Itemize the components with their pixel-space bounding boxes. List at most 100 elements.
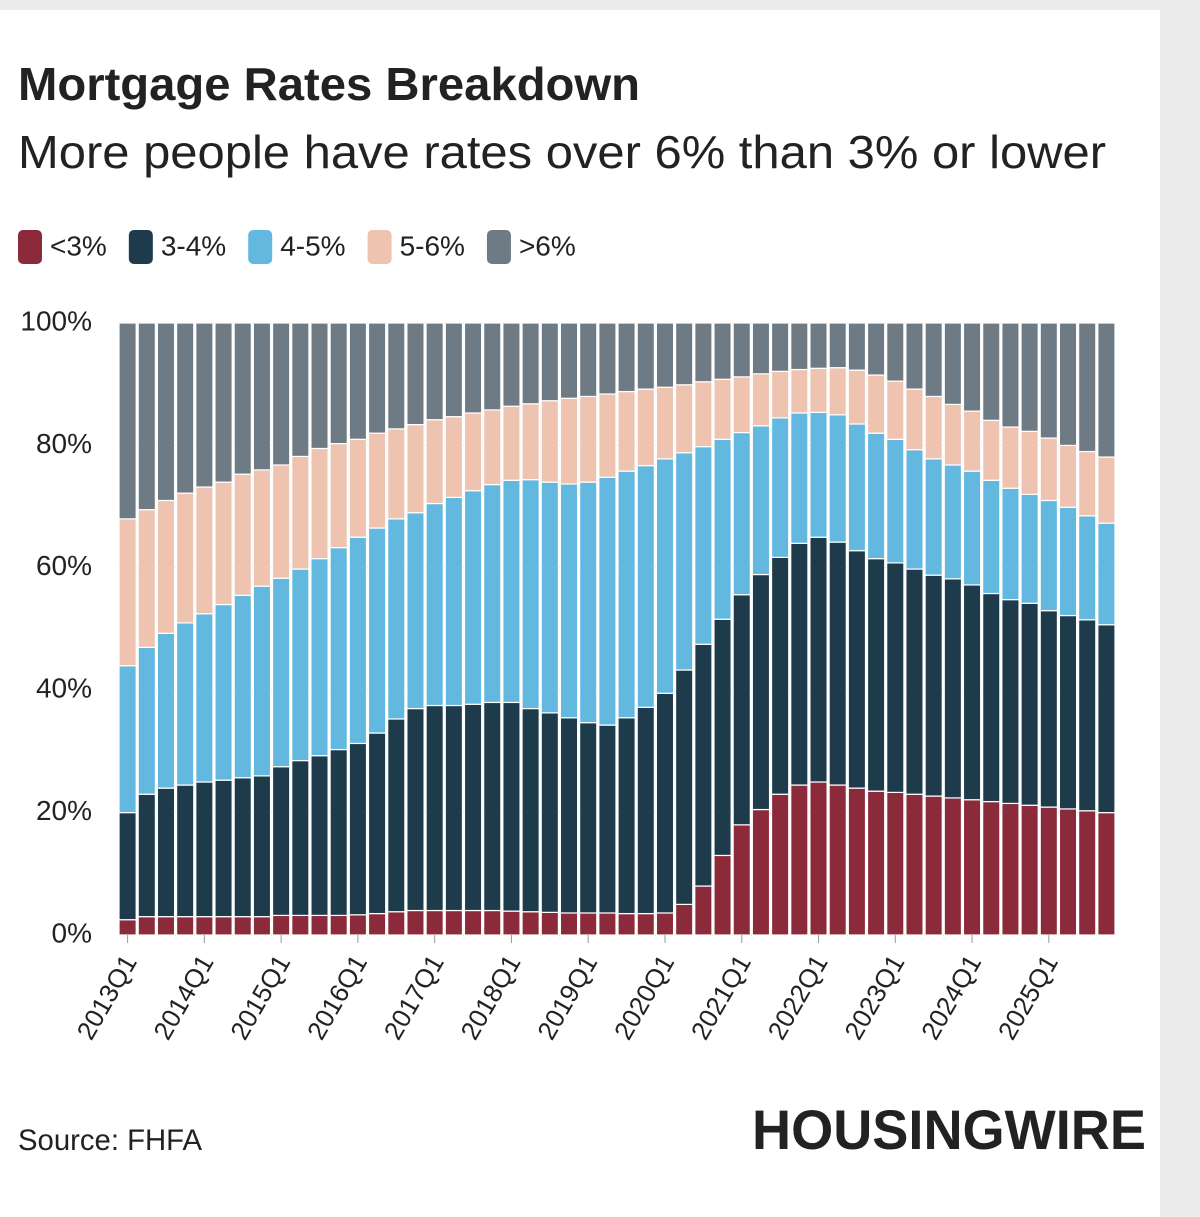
bar-segment bbox=[1097, 522, 1116, 626]
bar-segment bbox=[943, 797, 963, 936]
bar-segment bbox=[655, 912, 675, 936]
bar-segment bbox=[310, 558, 329, 757]
bar-segment bbox=[195, 613, 214, 783]
bar-segment bbox=[924, 795, 943, 936]
bar-segment bbox=[175, 916, 195, 936]
bar-segment bbox=[137, 793, 156, 918]
brand-logo: HOUSINGWIRE bbox=[752, 1098, 1146, 1161]
bar-segment bbox=[713, 378, 732, 440]
bar-segment bbox=[1058, 506, 1078, 617]
legend-swatch bbox=[128, 230, 153, 264]
bar-segment bbox=[118, 919, 137, 936]
bar-segment bbox=[674, 669, 694, 906]
bar-segment bbox=[847, 322, 867, 371]
bar-segment bbox=[502, 322, 521, 407]
bar-segment bbox=[214, 916, 233, 936]
bar-segment bbox=[483, 322, 502, 411]
bar-segment bbox=[674, 322, 694, 386]
bar-segment bbox=[291, 455, 310, 570]
bar-segment bbox=[809, 322, 828, 369]
bar-segment bbox=[713, 618, 732, 857]
bar-segment bbox=[406, 423, 425, 514]
bar-segment bbox=[118, 665, 137, 814]
bar-segment bbox=[617, 717, 636, 915]
bar-segment bbox=[444, 322, 464, 418]
bar-segment bbox=[559, 322, 579, 399]
bar-segment bbox=[387, 428, 406, 520]
bar-segment bbox=[982, 479, 1001, 595]
legend-label: 4-5% bbox=[280, 230, 345, 261]
bar-segment bbox=[886, 438, 905, 564]
bar-segment bbox=[444, 496, 464, 707]
bar-segment bbox=[463, 909, 483, 936]
bar-segment bbox=[847, 423, 867, 552]
bar-segment bbox=[694, 322, 713, 383]
bar-segment bbox=[790, 368, 809, 414]
bar-segment bbox=[617, 322, 636, 393]
bar-segment bbox=[655, 322, 675, 388]
bar-segment bbox=[962, 410, 982, 472]
bar-segment bbox=[271, 464, 291, 579]
bar-segment bbox=[866, 322, 886, 376]
bar-segment bbox=[291, 568, 310, 762]
bar-segment bbox=[655, 386, 675, 460]
bar-segment bbox=[886, 791, 905, 936]
bar-segment bbox=[252, 585, 272, 777]
bar-segment bbox=[137, 509, 156, 648]
bar-segment bbox=[463, 490, 483, 705]
bar-segment bbox=[751, 373, 771, 427]
bar-segment bbox=[367, 432, 387, 529]
bar-segment bbox=[367, 732, 387, 915]
bar-segment bbox=[1039, 610, 1059, 808]
bar-segment bbox=[751, 808, 771, 936]
y-tick-label: 40% bbox=[36, 673, 92, 704]
bar-segment bbox=[310, 447, 329, 560]
bar-segment bbox=[329, 322, 348, 445]
bar-segment bbox=[214, 322, 233, 483]
bar-segment bbox=[425, 419, 444, 505]
bar-segment bbox=[886, 380, 905, 440]
bar-segment bbox=[790, 412, 809, 544]
bar-segment bbox=[483, 701, 502, 912]
bar-segment bbox=[1020, 430, 1039, 495]
bar-segment bbox=[847, 550, 867, 789]
bar-segment bbox=[579, 722, 598, 914]
bar-segment bbox=[886, 322, 905, 382]
bar-segment bbox=[540, 400, 560, 483]
bar-segment bbox=[137, 916, 156, 936]
bar-segment bbox=[732, 376, 751, 434]
bar-segment bbox=[175, 784, 195, 918]
chart-title: Mortgage Rates Breakdown bbox=[18, 58, 640, 110]
bar-segment bbox=[406, 909, 425, 936]
bar-segment bbox=[367, 527, 387, 734]
bar-segment bbox=[502, 701, 521, 912]
bar-segment bbox=[713, 438, 732, 620]
bar-segment bbox=[1001, 599, 1020, 805]
bar-segment bbox=[348, 914, 368, 936]
bar-segment bbox=[694, 446, 713, 645]
bar-segment bbox=[1097, 456, 1116, 524]
bar-segment bbox=[790, 542, 809, 786]
bar-segment bbox=[636, 388, 655, 467]
bar-segment bbox=[579, 912, 598, 936]
bar-segment bbox=[291, 914, 310, 936]
bar-segment bbox=[559, 717, 579, 914]
bar-segment bbox=[559, 483, 579, 719]
bar-segment bbox=[828, 541, 847, 786]
bar-segment bbox=[962, 799, 982, 936]
bar-segment bbox=[156, 632, 176, 789]
bar-segment bbox=[559, 912, 579, 936]
bar-segment bbox=[790, 322, 809, 371]
bar-segment bbox=[156, 916, 176, 936]
bar-segment bbox=[943, 464, 963, 580]
bar-segment bbox=[866, 374, 886, 434]
bar-segment bbox=[156, 499, 176, 634]
legend-swatch bbox=[367, 230, 392, 264]
bar-segment bbox=[1020, 804, 1039, 936]
bar-segment bbox=[674, 452, 694, 671]
bar-segment bbox=[463, 703, 483, 912]
bar-segment bbox=[348, 438, 368, 538]
bar-segment bbox=[406, 707, 425, 912]
bar-segment bbox=[770, 556, 790, 795]
bar-segment bbox=[694, 381, 713, 448]
